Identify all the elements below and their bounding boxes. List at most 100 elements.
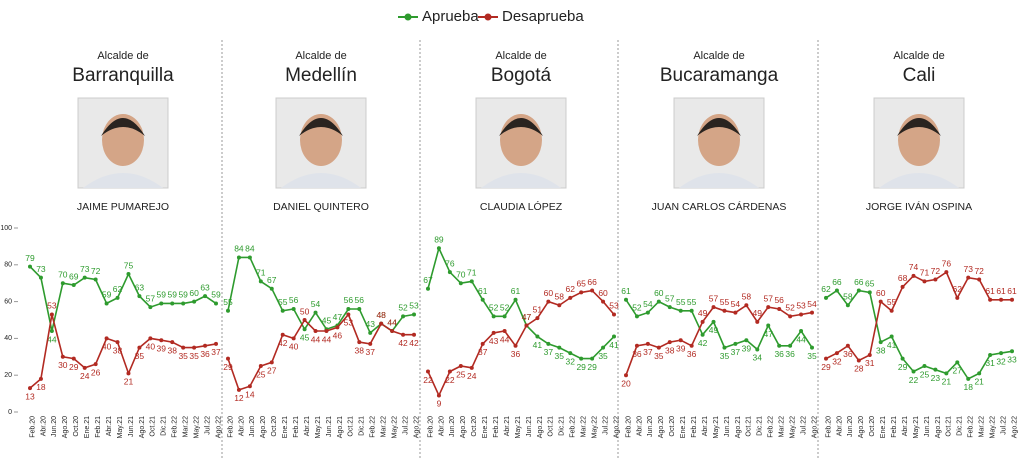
x-tick-label: Abr.21 <box>304 416 311 436</box>
data-label: 89 <box>434 234 444 244</box>
data-label: 52 <box>398 303 408 313</box>
data-label: 65 <box>576 279 586 289</box>
x-tick-label: Dic.21 <box>757 416 764 436</box>
data-label: 60 <box>189 288 199 298</box>
point <box>766 305 771 310</box>
data-label: 63 <box>135 282 145 292</box>
point <box>502 329 507 334</box>
point <box>436 246 441 251</box>
data-label: 67 <box>423 275 433 285</box>
data-label: 53 <box>344 318 354 328</box>
data-label: 41 <box>533 340 543 350</box>
point <box>247 384 252 389</box>
point <box>568 351 573 356</box>
data-label: 47 <box>522 312 532 322</box>
data-label: 40 <box>102 342 112 352</box>
data-label: 71 <box>467 268 477 278</box>
photo-body <box>679 173 759 188</box>
data-label: 54 <box>311 299 321 309</box>
point <box>999 297 1004 302</box>
data-label: 18 <box>964 382 974 392</box>
data-label: 55 <box>887 297 897 307</box>
data-label: 44 <box>47 334 57 344</box>
data-label: 60 <box>598 288 608 298</box>
x-tick-label: Feb.20 <box>825 416 832 438</box>
data-label: 38 <box>355 345 365 355</box>
data-label: 38 <box>876 345 886 355</box>
point <box>458 364 463 368</box>
heading: Alcalde de <box>295 50 346 62</box>
x-tick-label: Abr.21 <box>504 416 511 436</box>
data-label: 39 <box>676 343 686 353</box>
data-label: 55 <box>687 297 697 307</box>
point <box>977 371 982 376</box>
point <box>922 364 927 368</box>
data-label: 20 <box>621 378 631 388</box>
data-label: 72 <box>931 266 941 276</box>
point <box>788 343 793 348</box>
data-label: 60 <box>544 288 554 298</box>
point <box>546 299 551 304</box>
data-label: 42 <box>409 338 419 348</box>
point <box>834 351 839 356</box>
data-label: 56 <box>774 295 784 305</box>
data-label: 40 <box>289 342 299 352</box>
data-label: 41 <box>887 340 897 350</box>
point <box>49 312 54 317</box>
point <box>71 283 76 288</box>
data-label: 66 <box>587 277 597 287</box>
point <box>667 305 672 310</box>
data-label: 37 <box>366 347 376 357</box>
point <box>634 314 639 319</box>
x-tick-label: Feb.21 <box>891 416 898 438</box>
data-label: 73 <box>36 264 46 274</box>
point <box>148 336 153 341</box>
point <box>766 323 771 328</box>
x-tick-label: May.22 <box>193 416 200 439</box>
data-label: 24 <box>80 371 90 381</box>
x-tick-label: Oct.20 <box>471 416 478 437</box>
point <box>824 295 828 300</box>
point <box>491 330 496 335</box>
data-label: 71 <box>920 268 930 278</box>
point <box>722 308 727 313</box>
x-tick-label: Jun.21 <box>724 416 731 437</box>
point <box>900 356 905 361</box>
x-tick-label: Mar.22 <box>581 416 588 438</box>
photo <box>475 97 567 189</box>
data-label: 37 <box>544 347 554 357</box>
data-label: 29 <box>821 362 831 372</box>
point <box>933 367 938 372</box>
data-label: 61 <box>985 286 995 296</box>
data-label: 74 <box>909 262 919 272</box>
x-tick-label: Abr.20 <box>238 416 245 436</box>
point <box>203 294 208 299</box>
x-tick-label: Mar.22 <box>183 416 190 438</box>
x-tick-label: Ene.21 <box>680 416 687 438</box>
point <box>280 308 285 313</box>
point <box>755 347 760 352</box>
point <box>458 281 463 286</box>
point <box>733 310 738 315</box>
y-tick-label: 60 <box>4 298 12 305</box>
point <box>535 334 540 339</box>
photo <box>873 97 965 189</box>
data-label: 44 <box>796 334 806 344</box>
x-tick-label: Jun.20 <box>847 416 854 437</box>
data-label: 62 <box>821 284 831 294</box>
data-label: 35 <box>654 351 664 361</box>
point <box>700 332 705 337</box>
point <box>159 338 164 343</box>
data-label: 37 <box>643 347 653 357</box>
point <box>867 352 872 357</box>
x-tick-label: Jun.21 <box>128 416 135 437</box>
point <box>678 338 683 343</box>
data-label: 55 <box>676 297 686 307</box>
data-label: 24 <box>467 371 477 381</box>
data-label: 51 <box>533 304 543 314</box>
point <box>104 336 109 341</box>
x-tick-label: Feb.22 <box>768 416 775 438</box>
data-label: 9 <box>437 399 442 409</box>
x-tick-label: Feb.21 <box>691 416 698 438</box>
point <box>944 270 949 275</box>
